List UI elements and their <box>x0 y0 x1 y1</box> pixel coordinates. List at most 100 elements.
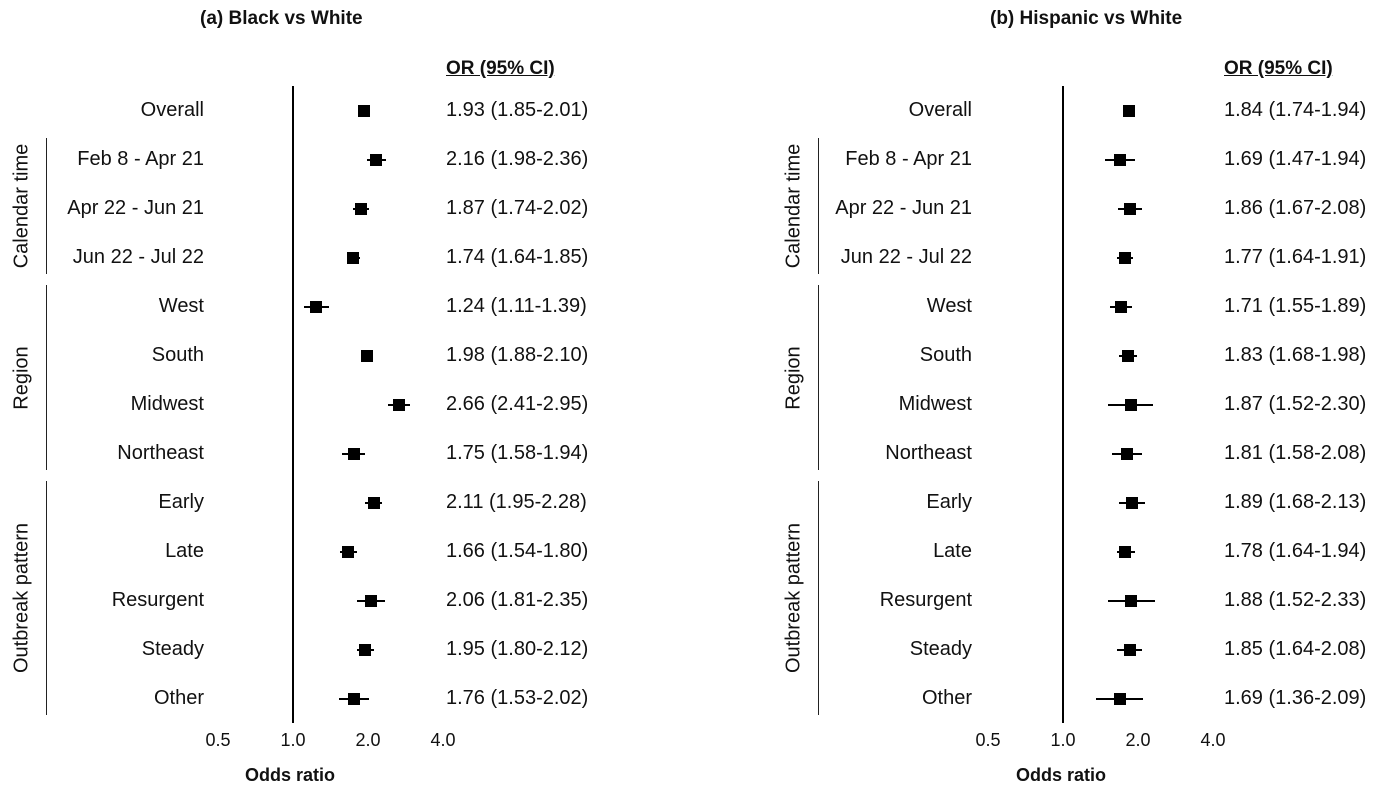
row-label: Late <box>165 540 204 562</box>
point-estimate-marker <box>346 252 359 264</box>
row-label: Jun 22 - Jul 22 <box>72 246 204 268</box>
row-label: Steady <box>141 638 204 660</box>
row-label: Other <box>921 687 972 709</box>
point-estimate-marker <box>1124 399 1137 411</box>
point-estimate-marker <box>347 448 360 460</box>
point-estimate-marker <box>1113 154 1126 166</box>
row-label: Northeast <box>117 442 204 464</box>
row-label: South <box>919 344 972 366</box>
row-label: West <box>926 295 972 317</box>
x-tick-label: 2.0 <box>1125 730 1151 750</box>
or-value-text: 1.87 (1.74-2.02) <box>446 197 589 219</box>
or-value-text: 1.66 (1.54-1.80) <box>446 540 589 562</box>
or-value-text: 1.81 (1.58-2.08) <box>1224 442 1367 464</box>
group-bracket-line <box>46 138 47 274</box>
x-tick-label: 0.5 <box>975 730 1001 750</box>
point-estimate-marker <box>367 497 380 509</box>
group-bracket-line <box>818 285 819 470</box>
or-ci-header: OR (95% CI) <box>446 58 555 79</box>
row-label: South <box>151 344 204 366</box>
or-value-text: 1.78 (1.64-1.94) <box>1224 540 1367 562</box>
row-label: Steady <box>909 638 972 660</box>
point-estimate-marker <box>1121 448 1134 460</box>
row-label: Apr 22 - Jun 21 <box>835 197 972 219</box>
row-label: Feb 8 - Apr 21 <box>845 148 972 170</box>
point-estimate-marker <box>1122 105 1135 117</box>
or-value-text: 1.85 (1.64-2.08) <box>1224 638 1367 660</box>
forest-plot-hispanic-vs-white: (b) Hispanic vs White OR (95% CI) Odds r… <box>774 0 1400 788</box>
point-estimate-marker <box>359 644 372 656</box>
point-estimate-marker <box>358 105 371 117</box>
group-bracket-line <box>818 481 819 715</box>
chart-title: (b) Hispanic vs White <box>990 8 1183 29</box>
row-label: Other <box>153 687 204 709</box>
or-value-text: 1.87 (1.52-2.30) <box>1224 393 1367 415</box>
point-estimate-marker <box>365 595 378 607</box>
or-value-text: 1.69 (1.47-1.94) <box>1224 148 1367 170</box>
row-label: Jun 22 - Jul 22 <box>840 246 972 268</box>
or-value-text: 1.71 (1.55-1.89) <box>1224 295 1367 317</box>
row-label: Overall <box>908 99 972 121</box>
or-value-text: 1.93 (1.85-2.01) <box>446 99 589 121</box>
x-tick-label: 1.0 <box>1050 730 1076 750</box>
point-estimate-marker <box>1123 644 1136 656</box>
group-label: Calendar time <box>10 143 33 269</box>
row-label: Northeast <box>885 442 972 464</box>
or-value-text: 2.11 (1.95-2.28) <box>446 491 587 513</box>
or-value-text: 1.77 (1.64-1.91) <box>1224 246 1367 268</box>
point-estimate-marker <box>1113 693 1126 705</box>
chart-title: (a) Black vs White <box>200 8 363 29</box>
point-estimate-marker <box>360 350 373 362</box>
row-label: Resurgent <box>879 589 972 611</box>
point-estimate-marker <box>348 693 361 705</box>
or-value-text: 1.83 (1.68-1.98) <box>1224 344 1367 366</box>
row-label: West <box>158 295 204 317</box>
point-estimate-marker <box>1119 546 1132 558</box>
or-value-text: 1.88 (1.52-2.33) <box>1224 589 1367 611</box>
x-tick-label: 4.0 <box>1200 730 1226 750</box>
point-estimate-marker <box>392 399 405 411</box>
or-value-text: 2.16 (1.98-2.36) <box>446 148 589 170</box>
x-axis-title: Odds ratio <box>1015 765 1107 785</box>
row-label: Apr 22 - Jun 21 <box>67 197 204 219</box>
group-label: Region <box>10 345 33 410</box>
row-label: Overall <box>140 99 204 121</box>
or-value-text: 1.24 (1.11-1.39) <box>446 295 587 317</box>
x-tick-label: 4.0 <box>430 730 456 750</box>
or-value-text: 1.84 (1.74-1.94) <box>1224 99 1367 121</box>
or-value-text: 1.95 (1.80-2.12) <box>446 638 589 660</box>
row-label: Midwest <box>898 393 972 415</box>
or-ci-header: OR (95% CI) <box>1224 58 1333 79</box>
point-estimate-marker <box>1118 252 1131 264</box>
or-value-text: 1.86 (1.67-2.08) <box>1224 197 1367 219</box>
point-estimate-marker <box>1115 301 1128 313</box>
or-value-text: 1.89 (1.68-2.13) <box>1224 491 1367 513</box>
or-value-text: 1.69 (1.36-2.09) <box>1224 687 1367 709</box>
point-estimate-marker <box>1122 350 1135 362</box>
group-label: Calendar time <box>782 143 805 269</box>
or-value-text: 2.06 (1.81-2.35) <box>446 589 589 611</box>
row-label: Feb 8 - Apr 21 <box>77 148 204 170</box>
x-axis-title: Odds ratio <box>244 765 336 785</box>
group-bracket-line <box>46 285 47 470</box>
point-estimate-marker <box>1125 497 1138 509</box>
point-estimate-marker <box>370 154 383 166</box>
or-value-text: 1.76 (1.53-2.02) <box>446 687 589 709</box>
or-value-text: 1.98 (1.88-2.10) <box>446 344 589 366</box>
reference-line <box>292 86 294 723</box>
row-label: Early <box>158 491 204 513</box>
group-bracket-line <box>46 481 47 715</box>
group-label: Outbreak pattern <box>782 522 805 674</box>
row-label: Midwest <box>130 393 204 415</box>
or-value-text: 2.66 (2.41-2.95) <box>446 393 589 415</box>
forest-plot-black-vs-white: (a) Black vs White OR (95% CI) Odds rati… <box>10 8 589 785</box>
point-estimate-marker <box>354 203 367 215</box>
row-label: Resurgent <box>111 589 204 611</box>
point-estimate-marker <box>1125 595 1138 607</box>
point-estimate-marker <box>341 546 354 558</box>
reference-line <box>1062 86 1064 723</box>
x-tick-label: 2.0 <box>355 730 381 750</box>
or-value-text: 1.75 (1.58-1.94) <box>446 442 589 464</box>
group-label: Outbreak pattern <box>10 522 33 674</box>
row-label: Late <box>933 540 972 562</box>
